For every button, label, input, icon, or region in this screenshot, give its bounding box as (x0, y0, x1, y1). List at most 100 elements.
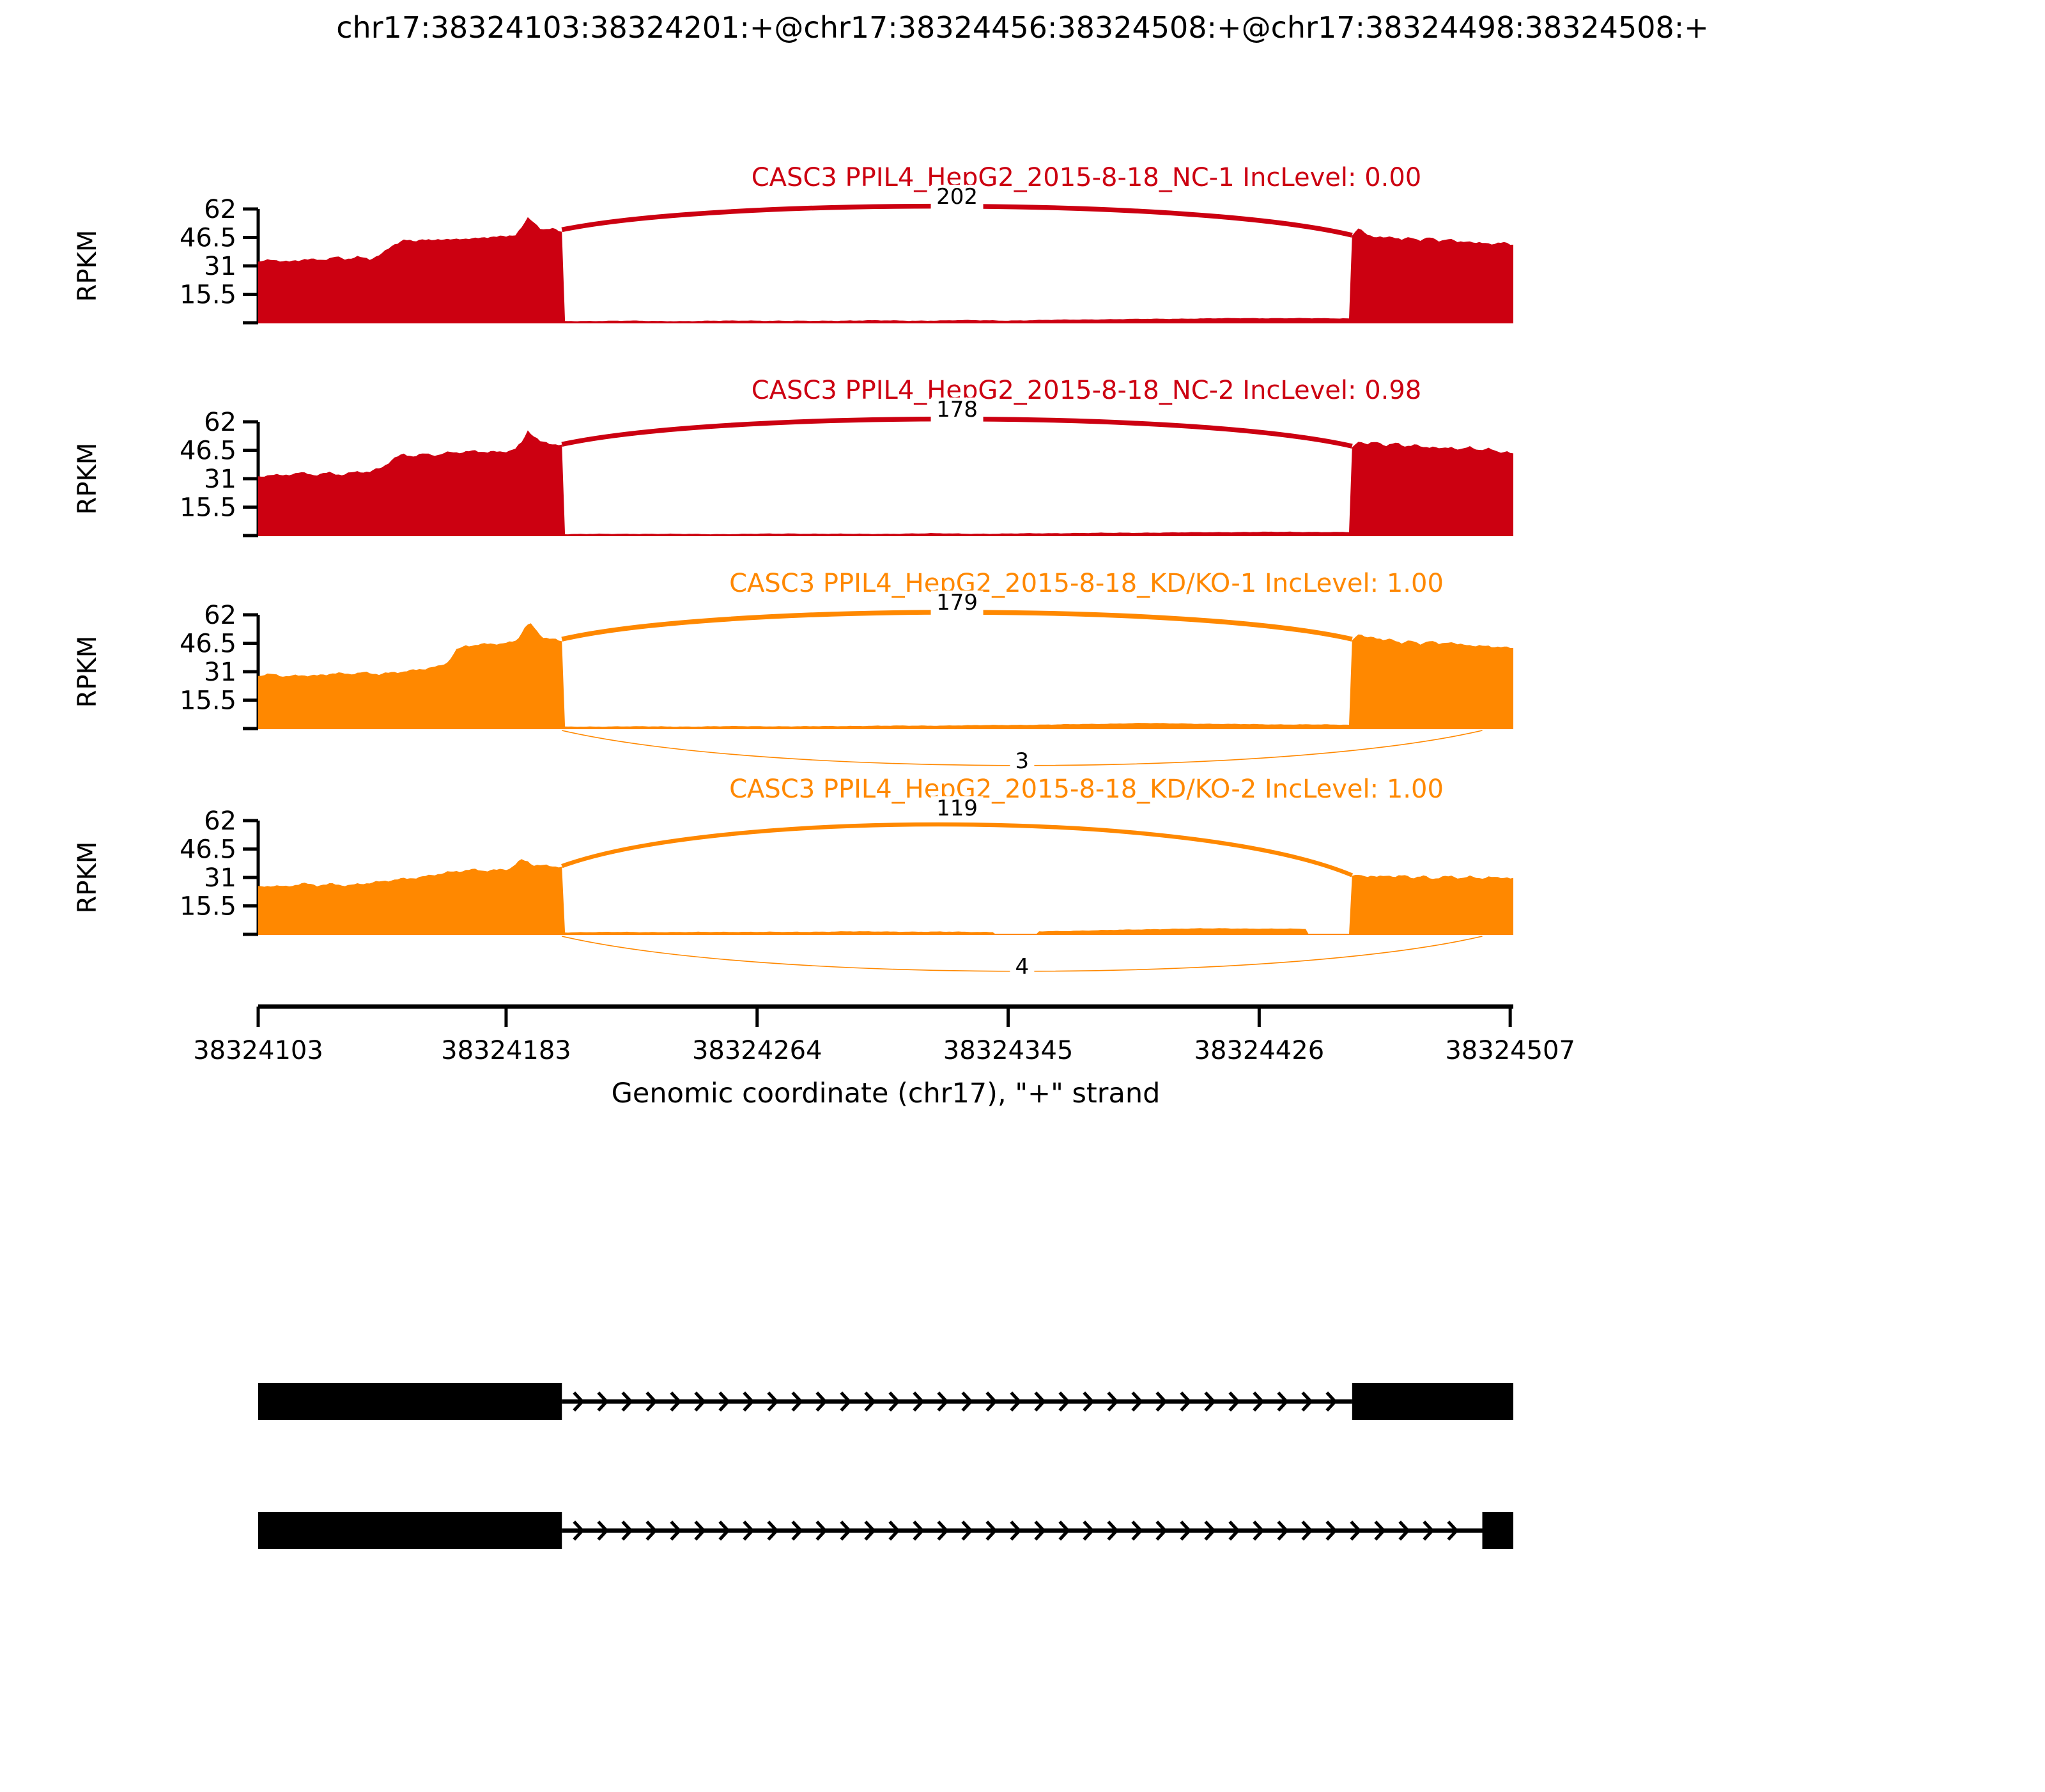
y-tick-label: 62 (204, 601, 236, 630)
strand-arrow (1180, 1520, 1192, 1541)
strand-arrow (621, 1520, 633, 1541)
coverage-area (258, 430, 1513, 536)
x-tick-label: 38324345 (943, 1036, 1074, 1065)
y-tick-label: 62 (204, 807, 236, 836)
x-axis: 38324103 38324183 38324264 38324345 38324426… (193, 1004, 1575, 1109)
y-tick-label: 46.5 (180, 835, 236, 865)
exon-box (258, 1512, 562, 1549)
strand-arrow (597, 1520, 609, 1541)
junction-count-bg (1010, 749, 1035, 773)
junction-count: 179 (936, 590, 978, 615)
gene-model-1 (258, 1383, 1513, 1420)
coverage-area (258, 217, 1513, 323)
y-tick-label: 31 (204, 465, 236, 494)
x-tick-label: 38324264 (692, 1036, 822, 1065)
strand-arrow (1350, 1520, 1362, 1541)
strand-arrow (1107, 1391, 1119, 1412)
x-axis-title: Genomic coordinate (chr17), "+" strand (612, 1078, 1161, 1109)
strand-arrow (913, 1391, 925, 1412)
strand-arrow (767, 1391, 779, 1412)
strand-arrow (1034, 1391, 1046, 1412)
strand-arrow (1180, 1391, 1192, 1412)
strand-arrow (1301, 1520, 1313, 1541)
strand-arrow (1423, 1520, 1435, 1541)
strand-arrow (937, 1520, 949, 1541)
strand-arrow (864, 1391, 876, 1412)
strand-arrow (645, 1520, 658, 1541)
junction-count: 4 (1015, 954, 1030, 980)
junction-count: 178 (936, 397, 978, 422)
strand-arrow (961, 1391, 973, 1412)
y-tick-label: 31 (204, 863, 236, 893)
strand-arrow (670, 1520, 682, 1541)
coverage-area (258, 623, 1513, 729)
strand-arrow (1398, 1520, 1410, 1541)
strand-arrow (573, 1391, 585, 1412)
strand-arrow (743, 1391, 755, 1412)
track-title: CASC3 PPIL4_HepG2_2015-8-18_NC-1 IncLeve… (752, 163, 1422, 192)
strand-arrow (573, 1520, 585, 1541)
junction-count-bg (930, 591, 984, 615)
y-axis-title: RPKM (73, 636, 102, 708)
strand-arrow (1107, 1520, 1119, 1541)
strand-arrow (937, 1391, 949, 1412)
strand-arrow (1228, 1391, 1240, 1412)
strand-arrow (1253, 1520, 1265, 1541)
strand-arrow (985, 1520, 998, 1541)
strand-arrow (670, 1391, 682, 1412)
strand-arrow (1325, 1391, 1338, 1412)
y-tick-label: 46.5 (180, 436, 236, 466)
strand-arrow (1083, 1391, 1095, 1412)
strand-arrow (1277, 1520, 1289, 1541)
y-axis-title: RPKM (73, 230, 102, 302)
strand-arrow (1374, 1520, 1386, 1541)
y-tick-label: 15.5 (180, 493, 236, 523)
junction-count-bg (930, 796, 984, 821)
strand-arrow (985, 1391, 998, 1412)
y-tick-label: 62 (204, 195, 236, 224)
strand-arrow (815, 1520, 828, 1541)
junction-arc-top (561, 203, 1353, 238)
exon-box (258, 1383, 562, 1420)
junction-count: 119 (936, 796, 978, 821)
strand-arrow (840, 1391, 852, 1412)
strand-arrow (815, 1391, 828, 1412)
strand-arrow (718, 1391, 730, 1412)
junction-count-bg (1010, 955, 1035, 979)
strand-arrow (1155, 1391, 1168, 1412)
strand-arrow (1058, 1391, 1070, 1412)
y-tick-label: 62 (204, 408, 236, 437)
y-tick-label: 31 (204, 658, 236, 687)
strand-arrow (961, 1520, 973, 1541)
junction-count: 3 (1015, 748, 1030, 774)
track-title: CASC3 PPIL4_HepG2_2015-8-18_KD/KO-1 IncL… (729, 569, 1444, 598)
track-title: CASC3 PPIL4_HepG2_2015-8-18_KD/KO-2 IncL… (729, 775, 1444, 804)
junction-arc-top (561, 610, 1353, 642)
strand-arrow (645, 1391, 658, 1412)
junction-count: 202 (936, 184, 978, 210)
junction-arc-top (561, 822, 1354, 877)
junction-count-bg (930, 398, 984, 422)
junction-arc-top (561, 416, 1353, 449)
y-axis-title: RPKM (73, 842, 102, 914)
exon-box (1352, 1383, 1513, 1420)
strand-arrow (1131, 1391, 1143, 1412)
strand-arrow (1447, 1520, 1459, 1541)
strand-arrow (840, 1520, 852, 1541)
strand-arrow (1204, 1520, 1216, 1541)
y-axis-title: RPKM (73, 443, 102, 515)
strand-arrow (1083, 1520, 1095, 1541)
x-tick-label: 38324426 (1194, 1036, 1325, 1065)
strand-arrow (1155, 1520, 1168, 1541)
strand-arrow (1301, 1391, 1313, 1412)
exon-box (1482, 1512, 1513, 1549)
strand-arrow (743, 1520, 755, 1541)
strand-arrow (694, 1520, 706, 1541)
y-tick-label: 15.5 (180, 281, 236, 310)
strand-arrow (767, 1520, 779, 1541)
